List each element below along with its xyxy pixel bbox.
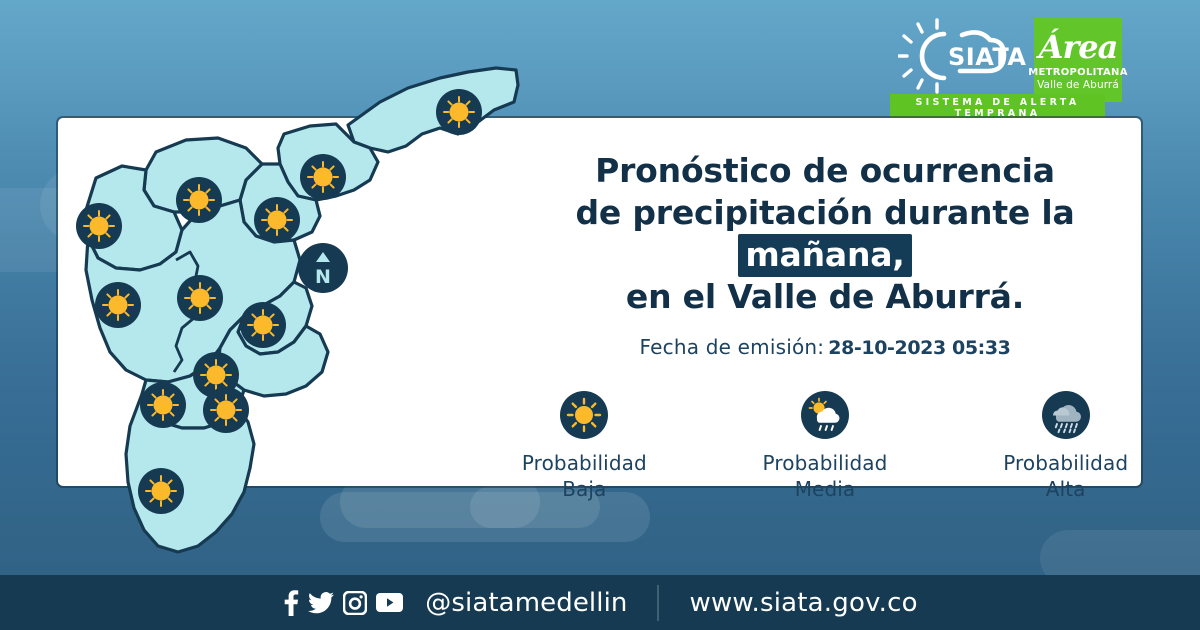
station-marker[interactable] xyxy=(300,154,346,200)
logo-group: SIATA SISTEMA DE ALERTA TEMPRANA Área ME… xyxy=(890,18,1127,122)
twitter-icon[interactable] xyxy=(308,591,335,614)
station-marker[interactable] xyxy=(254,197,300,243)
title-line-3: en el Valle de Aburrá. xyxy=(625,276,1025,316)
siata-tagline: SISTEMA DE ALERTA TEMPRANA xyxy=(890,94,1105,122)
social-handle[interactable]: @siatamedellin xyxy=(425,587,628,618)
map-region-barbosa xyxy=(346,66,520,154)
legend-label-line2: Media xyxy=(794,477,856,502)
legend-label-line2: Baja xyxy=(562,477,607,502)
station-marker[interactable] xyxy=(193,352,239,398)
background-cloud-5 xyxy=(470,486,600,528)
instagram-icon[interactable] xyxy=(343,590,368,615)
compass-label: N xyxy=(315,266,331,288)
station-marker[interactable] xyxy=(177,275,223,321)
sun-icon xyxy=(560,390,609,439)
legend-label-line2: Alta xyxy=(1045,477,1086,502)
legend-item-media: Probabilidad Media xyxy=(746,390,905,503)
forecast-panel: Pronóstico de ocurrencia de precipitació… xyxy=(505,150,1145,503)
station-marker[interactable] xyxy=(203,387,249,433)
sun-cloud-rain-icon xyxy=(801,390,849,439)
siata-mark-icon: SIATA xyxy=(897,18,1027,94)
title-line-2-pre: de precipitación durante la xyxy=(575,192,1075,232)
station-marker[interactable] xyxy=(240,302,286,348)
station-marker[interactable] xyxy=(76,203,122,249)
legend-label-baja: Probabilidad Baja xyxy=(522,450,647,503)
cloud-heavy-rain-icon xyxy=(1041,390,1090,439)
station-marker[interactable] xyxy=(138,468,184,514)
siata-logo: SIATA SISTEMA DE ALERTA TEMPRANA xyxy=(890,18,1105,122)
area-logo-line2: Valle de Aburrá xyxy=(1037,79,1119,91)
legend-item-baja: Probabilidad Baja xyxy=(505,390,664,503)
background-cloud-3 xyxy=(320,492,650,542)
issue-date-label: Fecha de emisión: xyxy=(639,334,825,359)
issue-date: Fecha de emisión: 28-10-2023 05:33 xyxy=(505,335,1145,359)
legend-label-line1: Probabilidad xyxy=(521,450,647,475)
legend-label-alta: Probabilidad Alta xyxy=(1003,450,1128,503)
website-url[interactable]: www.siata.gov.co xyxy=(689,587,918,618)
page-title: Pronóstico de ocurrencia de precipitació… xyxy=(505,150,1145,318)
probability-legend: Probabilidad Baja xyxy=(505,390,1145,503)
facebook-icon[interactable] xyxy=(282,589,299,616)
station-marker[interactable] xyxy=(176,177,222,223)
title-line-1: Pronóstico de ocurrencia xyxy=(595,151,1055,190)
area-logo-script: Área xyxy=(1038,28,1119,66)
footer-divider xyxy=(657,584,660,621)
valle-de-aburra-map: N xyxy=(48,30,578,600)
legend-label-media: Probabilidad Media xyxy=(763,450,888,503)
area-metropolitana-logo: Área METROPOLITANA Valle de Aburrá xyxy=(1028,18,1127,102)
station-marker[interactable] xyxy=(436,89,482,135)
legend-label-line1: Probabilidad xyxy=(762,450,888,475)
youtube-icon[interactable] xyxy=(376,593,404,612)
title-highlight: mañana, xyxy=(738,233,912,277)
station-markers xyxy=(76,89,482,514)
station-marker[interactable] xyxy=(95,282,141,328)
footer-bar: @siatamedellin www.siata.gov.co xyxy=(0,575,1200,630)
social-icons xyxy=(282,589,404,616)
siata-wordmark: SIATA xyxy=(948,43,1027,71)
legend-item-alta: Probabilidad Alta xyxy=(986,390,1145,503)
issue-date-value: 28-10-2023 05:33 xyxy=(828,336,1011,359)
area-logo-line1: METROPOLITANA xyxy=(1028,67,1128,78)
legend-label-line1: Probabilidad xyxy=(1003,450,1129,475)
compass-north-icon: N xyxy=(298,243,348,293)
title-line-2: de precipitación durante la mañana, xyxy=(505,192,1145,277)
station-marker[interactable] xyxy=(140,382,186,428)
